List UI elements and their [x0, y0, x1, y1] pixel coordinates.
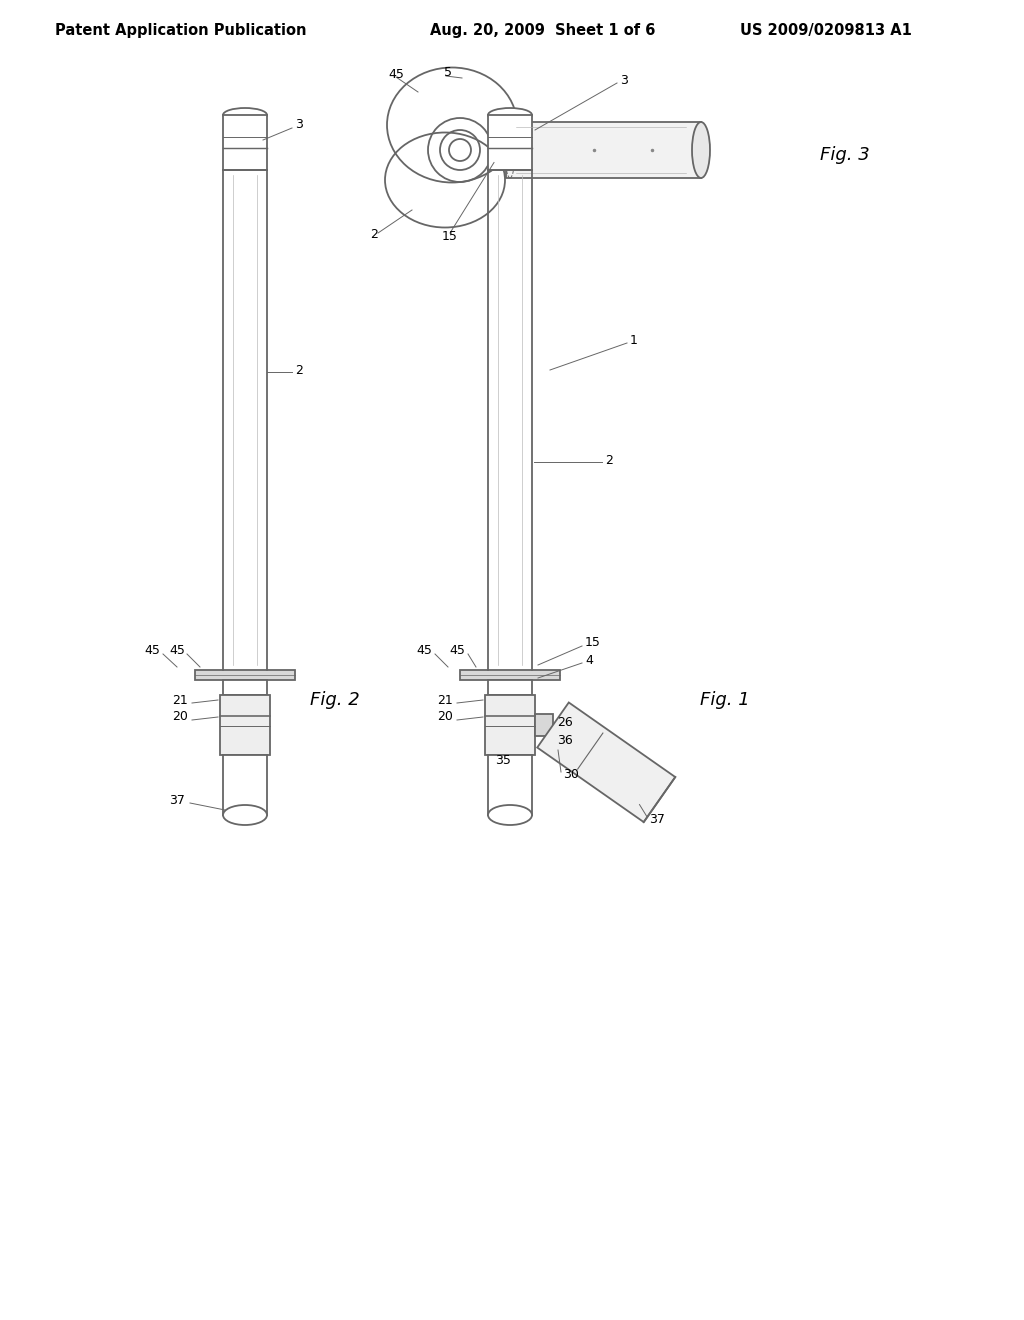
Bar: [220, 696, 270, 755]
Text: 37: 37: [649, 813, 666, 826]
Bar: [460, 671, 560, 680]
Text: 3: 3: [295, 119, 303, 132]
Bar: [485, 696, 535, 755]
Text: Patent Application Publication: Patent Application Publication: [55, 22, 306, 37]
Bar: [223, 680, 267, 696]
Text: 45: 45: [450, 644, 465, 656]
Text: 4: 4: [585, 653, 593, 667]
Text: 36: 36: [557, 734, 572, 747]
Ellipse shape: [488, 805, 532, 825]
Text: Fig. 1: Fig. 1: [700, 690, 750, 709]
Text: 5: 5: [444, 66, 452, 78]
Text: 20: 20: [437, 710, 453, 723]
Text: Fig. 2: Fig. 2: [310, 690, 359, 709]
Bar: [535, 714, 553, 737]
Text: Aug. 20, 2009  Sheet 1 of 6: Aug. 20, 2009 Sheet 1 of 6: [430, 22, 655, 37]
Text: 26: 26: [557, 717, 572, 730]
Text: 20: 20: [172, 710, 188, 723]
Text: 15: 15: [442, 231, 458, 243]
Ellipse shape: [692, 121, 710, 178]
Ellipse shape: [223, 805, 267, 825]
Text: 21: 21: [437, 693, 453, 706]
Text: 45: 45: [416, 644, 432, 656]
Text: 45: 45: [388, 69, 403, 82]
Polygon shape: [538, 702, 675, 822]
Text: 15: 15: [585, 635, 601, 648]
Text: 37: 37: [169, 793, 185, 807]
Text: 30: 30: [563, 768, 579, 781]
Text: 35: 35: [495, 754, 511, 767]
Text: 2: 2: [605, 454, 613, 466]
Bar: [223, 755, 267, 814]
Text: 45: 45: [144, 644, 160, 656]
Bar: [488, 680, 532, 696]
Bar: [488, 115, 532, 170]
Text: 45: 45: [169, 644, 185, 656]
Bar: [506, 121, 701, 178]
Text: Fig. 3: Fig. 3: [820, 147, 869, 164]
Ellipse shape: [488, 108, 532, 121]
Ellipse shape: [223, 108, 267, 121]
Text: US 2009/0209813 A1: US 2009/0209813 A1: [740, 22, 912, 37]
Text: 2: 2: [295, 363, 303, 376]
Bar: [223, 115, 267, 170]
Text: 3: 3: [620, 74, 628, 87]
Text: 1: 1: [630, 334, 638, 346]
Bar: [488, 755, 532, 814]
Text: 21: 21: [172, 693, 188, 706]
Bar: [492, 143, 506, 157]
Text: 2: 2: [370, 228, 378, 242]
Bar: [195, 671, 295, 680]
